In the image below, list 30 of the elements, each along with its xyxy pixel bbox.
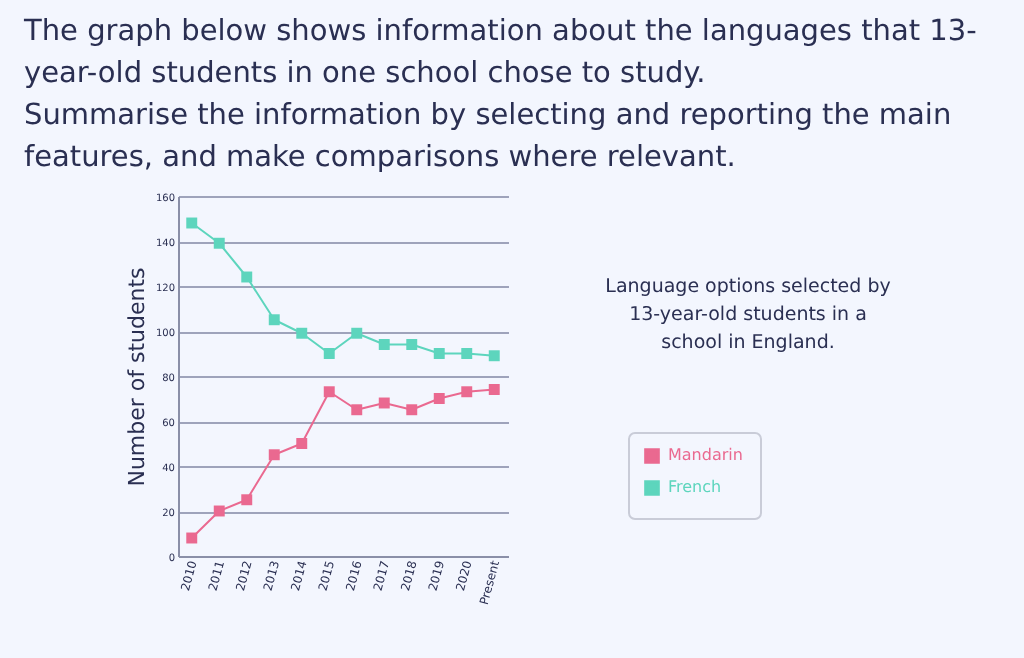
- point: [461, 386, 473, 398]
- point: [296, 438, 308, 449]
- chart-subtitle: Summarise the information by selecting and reporting the main features, and make comparisons where relevant.: [24, 98, 954, 178]
- point: [323, 348, 335, 359]
- point: [186, 217, 198, 229]
- point: [296, 327, 308, 339]
- point: [433, 393, 445, 404]
- point: [378, 339, 390, 350]
- point: [268, 314, 280, 326]
- point: [351, 404, 363, 416]
- legend-label: Mandarin: [668, 446, 743, 464]
- point: [186, 532, 198, 544]
- legend-label: French: [668, 478, 722, 496]
- point: [351, 327, 363, 339]
- point: [461, 348, 473, 359]
- point: [213, 237, 225, 249]
- point: [406, 404, 418, 416]
- text: Language options selected by 13-year-old students in a school in England.: [605, 276, 892, 354]
- point: [323, 386, 335, 398]
- point: [488, 350, 500, 362]
- y-axis-title: Number of students: [123, 266, 150, 487]
- point: [406, 339, 418, 350]
- point: [241, 271, 253, 283]
- point: [433, 348, 445, 359]
- chart-title: The graph below shows information about the languages that 13-year-old students in one school chose to study.: [24, 14, 979, 94]
- point: [241, 494, 253, 506]
- point: [378, 397, 390, 409]
- point: [213, 505, 225, 517]
- point: [488, 384, 500, 395]
- point: [268, 449, 280, 461]
